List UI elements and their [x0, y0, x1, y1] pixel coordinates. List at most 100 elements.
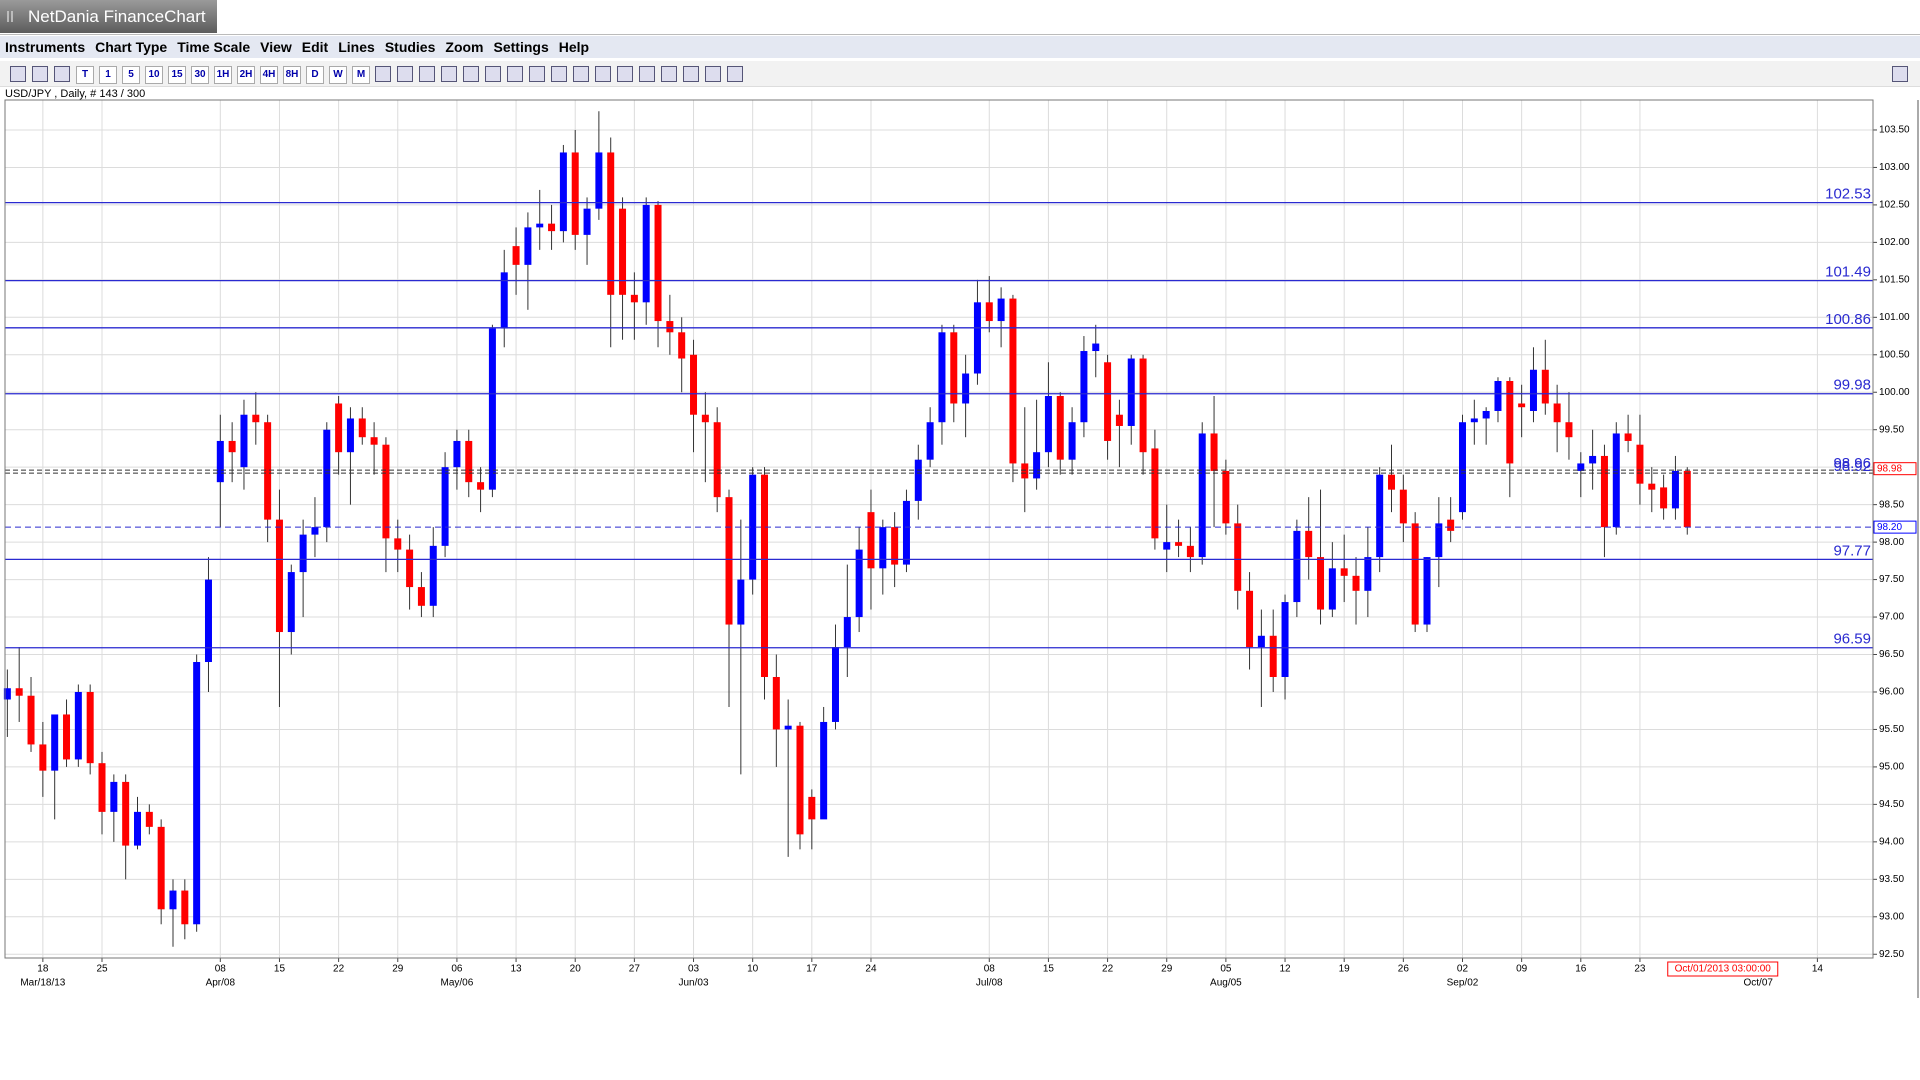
- y-tick-label: 97.50: [1879, 574, 1904, 585]
- x-tick-label: 24: [865, 964, 877, 975]
- level-label: 96.59: [1833, 631, 1871, 648]
- candle-body: [1447, 519, 1455, 531]
- timescale-button[interactable]: 1H: [214, 65, 232, 84]
- menu-item[interactable]: Studies: [384, 39, 436, 55]
- level-label: 102.53: [1825, 186, 1871, 203]
- x-tick-label: 17: [806, 964, 818, 975]
- tool-icon[interactable]: [375, 65, 391, 82]
- timescale-button[interactable]: 2H: [237, 65, 255, 84]
- chart-background: [0, 89, 1920, 999]
- plot-border: [4, 99, 1874, 959]
- menu-item[interactable]: Chart Type: [95, 39, 168, 55]
- panel-button[interactable]: [1892, 66, 1908, 82]
- candle-body: [1565, 422, 1573, 438]
- tool-icon[interactable]: [463, 65, 479, 82]
- menu-item[interactable]: Time Scale: [177, 39, 251, 55]
- menu-item[interactable]: Zoom: [445, 39, 484, 55]
- candle-body: [1305, 530, 1313, 558]
- candle-body: [1269, 635, 1277, 677]
- candle-body: [1163, 542, 1171, 550]
- candle-body: [1376, 474, 1384, 558]
- candle-body: [500, 272, 508, 329]
- candle-body: [441, 467, 449, 546]
- tool-icon[interactable]: [507, 65, 523, 82]
- candle-body: [1636, 444, 1644, 484]
- tool-icon[interactable]: [661, 65, 677, 82]
- title-bar: NetDania FinanceChart: [0, 0, 1920, 35]
- candle-body: [749, 474, 757, 580]
- timescale-button[interactable]: W: [329, 65, 347, 84]
- candle-body: [559, 152, 567, 232]
- tool-icon[interactable]: [551, 65, 567, 82]
- candle-body: [1127, 358, 1135, 426]
- y-tick-label: 100.00: [1879, 387, 1910, 398]
- y-tick-label: 96.50: [1879, 649, 1904, 660]
- tool-icon[interactable]: [617, 65, 633, 82]
- tool-icon[interactable]: [639, 65, 655, 82]
- menu-item[interactable]: Settings: [493, 39, 549, 55]
- tool-icon[interactable]: [32, 65, 48, 82]
- tool-icon[interactable]: [54, 65, 70, 82]
- timescale-button[interactable]: 8H: [283, 65, 301, 84]
- menu-item[interactable]: Instruments: [5, 39, 86, 55]
- candle-body: [346, 418, 354, 453]
- x-tick-label: 03: [688, 964, 700, 975]
- timescale-button[interactable]: T: [76, 65, 94, 84]
- tool-icon[interactable]: [705, 65, 721, 82]
- candle-body: [607, 152, 615, 295]
- tool-icon[interactable]: [419, 65, 435, 82]
- timescale-button[interactable]: 5: [122, 65, 140, 84]
- timescale-button[interactable]: D: [306, 65, 324, 84]
- candle-body: [666, 321, 674, 333]
- y-tick-label: 103.00: [1879, 162, 1910, 173]
- candle-body: [713, 422, 721, 498]
- tool-icon[interactable]: [10, 65, 26, 82]
- price-marker: [1873, 520, 1917, 534]
- toolbar: T 1 5 10 15 30 1H 2H 4H 8H D W M: [0, 61, 1920, 87]
- candle-body: [1388, 474, 1396, 490]
- menu-item[interactable]: View: [260, 39, 292, 55]
- cursor-date-box: [1667, 961, 1779, 977]
- tool-icon[interactable]: [397, 65, 413, 82]
- x-tick-label: 08: [215, 964, 227, 975]
- menu-item[interactable]: Help: [558, 39, 590, 55]
- timescale-button[interactable]: 4H: [260, 65, 278, 84]
- timescale-button[interactable]: 1: [99, 65, 117, 84]
- timescale-buttons: T 1 5 10 15 30 1H 2H 4H 8H D W M: [76, 64, 375, 84]
- timescale-button[interactable]: 15: [168, 65, 186, 84]
- tool-icon[interactable]: [595, 65, 611, 82]
- candle-body: [358, 418, 366, 438]
- y-tick-label: 92.50: [1879, 949, 1904, 960]
- x-tick-label: 23: [1634, 964, 1646, 975]
- tool-icon[interactable]: [727, 65, 743, 82]
- candle-body: [973, 302, 981, 374]
- y-tick-label: 93.50: [1879, 874, 1904, 885]
- tool-icon[interactable]: [485, 65, 501, 82]
- month-label: Jul/08: [976, 978, 1003, 989]
- candle-body: [323, 429, 331, 528]
- candle-body: [51, 714, 59, 771]
- candle-body: [1257, 635, 1265, 648]
- candle-body: [1021, 463, 1029, 479]
- x-tick-label: 26: [1398, 964, 1410, 975]
- instrument-label: USD/JPY , Daily, # 143 / 300: [5, 88, 145, 100]
- candle-body: [1056, 395, 1064, 460]
- candle-body: [701, 414, 709, 423]
- x-tick-label: 13: [511, 964, 523, 975]
- candle-body: [1529, 369, 1537, 411]
- candle-body: [654, 204, 662, 322]
- candle-body: [583, 208, 591, 235]
- timescale-button[interactable]: M: [352, 65, 370, 84]
- menu-item[interactable]: Lines: [338, 39, 375, 55]
- tool-icon[interactable]: [683, 65, 699, 82]
- y-tick-label: 95.50: [1879, 724, 1904, 735]
- tool-icon[interactable]: [529, 65, 545, 82]
- candle-body: [1600, 455, 1608, 528]
- tool-icon[interactable]: [573, 65, 589, 82]
- menu-item[interactable]: Edit: [301, 39, 329, 55]
- menu-bar: Instruments Chart Type Time Scale View Edit L…: [0, 36, 1920, 58]
- timescale-button[interactable]: 10: [145, 65, 163, 84]
- candle-body: [1612, 433, 1620, 528]
- timescale-button[interactable]: 30: [191, 65, 209, 84]
- tool-icon[interactable]: [441, 65, 457, 82]
